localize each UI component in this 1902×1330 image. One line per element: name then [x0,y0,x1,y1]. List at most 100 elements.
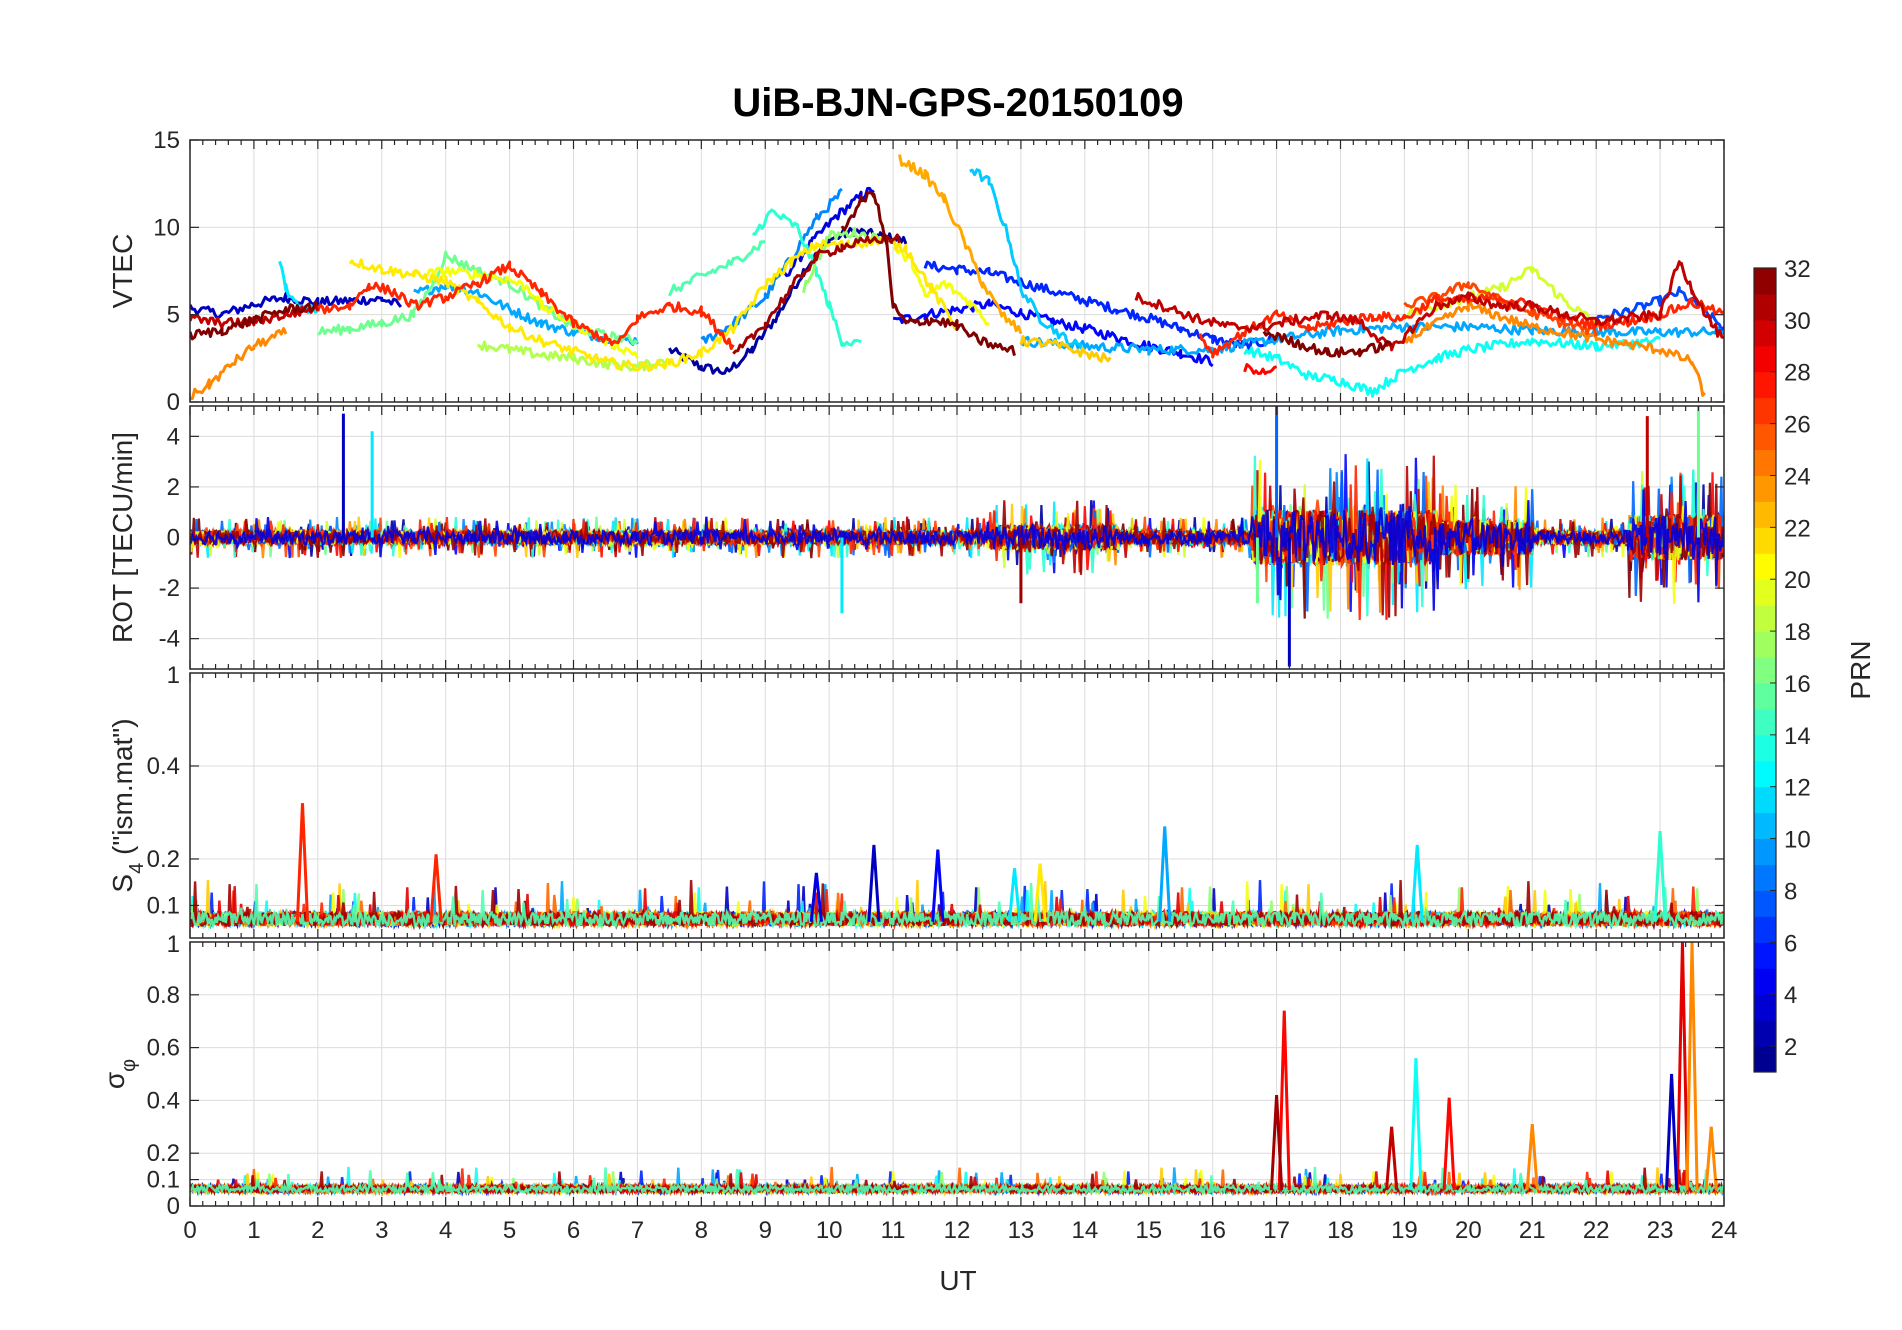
colorbar-segment [1754,916,1776,943]
colorbar-segment [1754,994,1776,1021]
grid [190,673,1724,938]
colorbar-tick-label: 22 [1784,515,1811,542]
x-tick-label: 23 [1647,1217,1674,1244]
spike-prn-4 [809,872,823,922]
spike-prn-14 [1653,830,1667,922]
grid [190,942,1724,1206]
spike-prn-24 [1685,942,1699,1191]
y-tick-label: -4 [159,626,180,653]
x-tick-label: 13 [1008,1217,1035,1244]
y-tick-label: 0 [167,1193,180,1220]
y-tick-label: 0.8 [147,982,180,1009]
colorbar-tick-label: 20 [1784,567,1811,594]
colorbar-segment [1754,657,1776,684]
panel-vtec: 0 5 10 15 VTEC [107,127,1725,416]
series-prn-15 [190,882,1724,931]
spike-prn-28 [1277,1010,1291,1191]
series-group [190,406,1724,667]
x-tick-label: 17 [1263,1217,1290,1244]
colorbar-tick-label: 12 [1784,775,1811,802]
panel-rot: -4 -2 0 2 4 ROT [TECU/min] [107,405,1725,670]
x-ticks [189,140,1725,402]
colorbar-segment [1754,397,1776,425]
spike-prn-12 [1410,844,1424,922]
series-prn-28 [1243,363,1278,375]
spike-prn-21 [1033,863,1047,922]
y-tick-label: 0.2 [147,846,180,873]
spike-prn-28 [1442,1097,1456,1191]
spike-prn-29 [1675,942,1690,1191]
x-tick-label: 24 [1711,1217,1738,1244]
colorbar-segment [1754,319,1776,347]
colorbar-segment [1754,579,1776,606]
y-axis-label: S4 ("ism.mat") [107,718,148,892]
y-axis-label: VTEC [107,234,138,309]
colorbar-segment [1754,293,1776,321]
colorbar-label: PRN [1845,640,1876,699]
colorbar-tick-label: 26 [1784,412,1811,439]
y-tick-label: 0.2 [147,1140,180,1167]
y-tick-label: 5 [167,302,180,329]
series-prn-23 [898,154,1023,335]
y-tick-label: -2 [159,575,180,602]
colorbar-segment [1754,890,1776,917]
y-axis-label: σφ [99,1059,140,1089]
y-tick-label: 4 [167,423,180,450]
x-tick-label: 19 [1391,1217,1418,1244]
y-tick-label: 0.1 [147,892,180,919]
series-prn-13 [1243,335,1661,398]
colorbar-tick-label: 6 [1784,930,1797,957]
series-prn-19 [1403,266,1598,327]
colorbar-segment [1754,475,1776,502]
x-tick-label: 7 [631,1217,644,1244]
colorbar-segment [1754,942,1776,969]
colorbar-segment [1754,734,1776,762]
x-tick-label: 8 [695,1217,708,1244]
spike-prn-13 [1409,1058,1423,1191]
series-group [190,803,1724,931]
colorbar-frame [1753,267,1777,1073]
x-tick-label: 3 [375,1217,388,1244]
series-prn-32 [190,191,1393,358]
series-prn-4 [783,186,875,278]
y-axis-label: ROT [TECU/min] [107,432,138,643]
series-prn-22 [1019,335,1112,363]
x-tick-label: 22 [1583,1217,1610,1244]
spike-prn-10 [1158,826,1172,922]
x-tick-label: 9 [759,1217,772,1244]
colorbar-segment [1754,345,1776,373]
colorbar-segment [1754,838,1776,866]
y-tick-label: 0 [167,525,180,552]
x-tick-label: 11 [881,1217,906,1244]
colorbar-segment [1754,812,1776,840]
x-axis-label: UT [939,1265,976,1296]
y-tick-label: 0.4 [147,753,180,780]
spike-prn-3 [1664,1073,1679,1191]
series-group [190,942,1724,1197]
colorbar-segment [1754,501,1776,528]
spike-prn-24 [1525,1124,1539,1191]
series-prn-9 [700,187,843,344]
x-tick-label: 1 [247,1217,260,1244]
colorbar-tick-label: 32 [1784,256,1811,283]
series-prn-14 [752,208,862,347]
colorbar-segment [1754,708,1776,736]
x-ticks [189,673,1725,938]
colorbar-segment [1754,268,1776,295]
colorbar-tick-label: 10 [1784,827,1811,854]
colorbar-tick-label: 18 [1784,619,1811,646]
colorbar-segment [1754,371,1776,399]
y-tick-label: 10 [153,214,180,241]
series-group [190,154,1724,401]
grid [190,140,1724,402]
spike-prn-31 [1269,1095,1284,1191]
x-tick-label: 4 [439,1217,452,1244]
series-prn-18 [476,340,671,372]
y-tick-label: 2 [167,474,180,501]
colorbar-segment [1754,968,1776,995]
chart-title: UiB-BJN-GPS-20150109 [732,81,1183,125]
y-tick-label: 0.6 [147,1035,180,1062]
colorbar-segment [1754,1046,1776,1073]
